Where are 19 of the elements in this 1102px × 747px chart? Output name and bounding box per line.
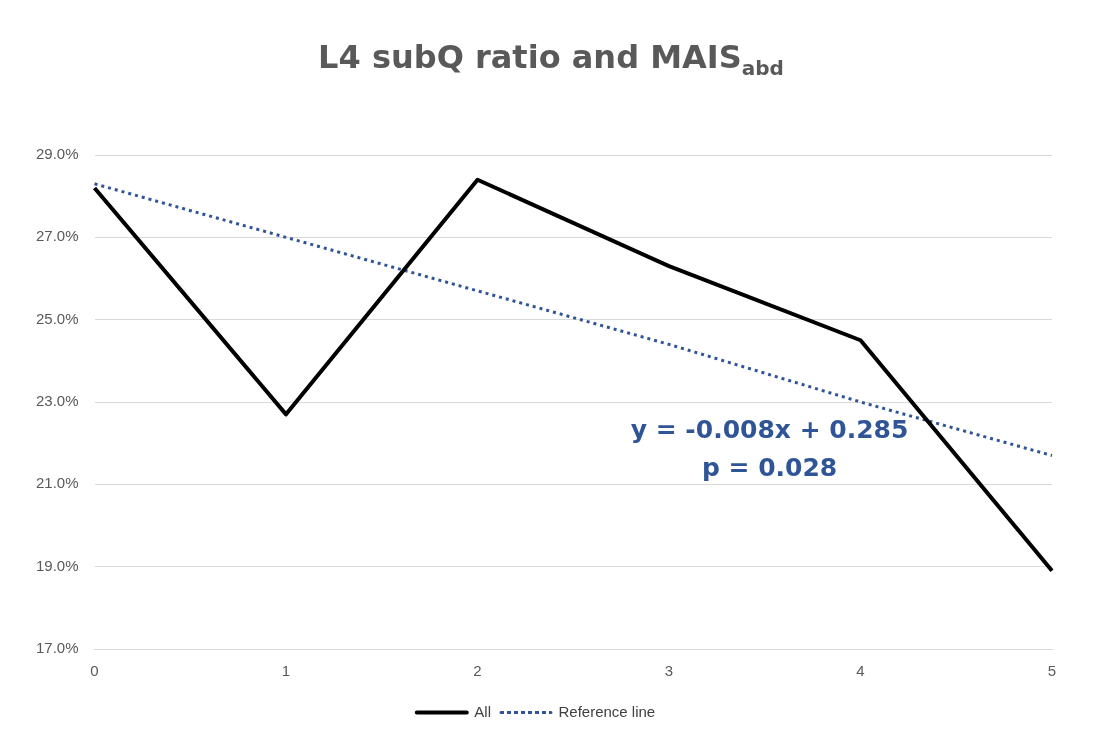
y-tick-label: 23.0% [35, 392, 79, 410]
annotation: y = -0.008x + 0.285 [630, 414, 909, 444]
x-tick-label: 0 [90, 662, 99, 680]
x-tick-label: 1 [281, 662, 291, 680]
y-tick-label: 17.0% [35, 639, 79, 657]
legend-label: Reference line [558, 702, 656, 720]
chart-title: L4 subQ ratio and MAIS$_{abd}$ [317, 38, 785, 81]
x-tick-label: 5 [1047, 662, 1057, 680]
y-tick-label: 21.0% [35, 474, 79, 492]
y-tick-label: 19.0% [35, 556, 79, 574]
y-tick-label: 27.0% [35, 227, 79, 245]
line-series [93, 182, 1054, 458]
y-tick-label: 25.0% [35, 309, 79, 327]
x-tick-label: 4 [856, 662, 865, 680]
y-tick-label: 29.0% [35, 145, 79, 163]
x-tick-label: 2 [473, 662, 482, 680]
x-tick-label: 3 [664, 662, 674, 680]
legend-label: All [474, 702, 491, 720]
annotation: p = 0.028 [701, 452, 838, 482]
